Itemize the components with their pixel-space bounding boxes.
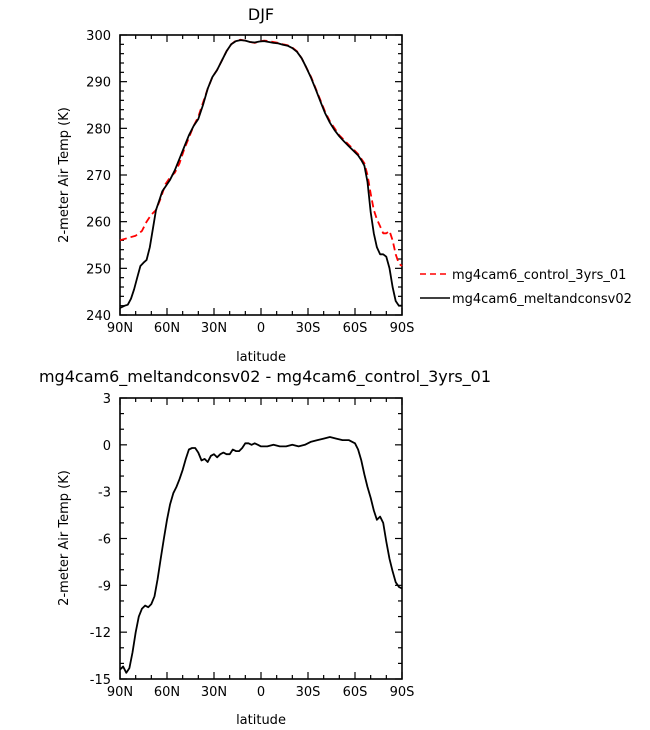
legend: mg4cam6_control_3yrs_01 mg4cam6_meltandc… xyxy=(420,268,632,307)
top-y-tick-label: 240 xyxy=(86,309,111,324)
top-y-tick-label: 300 xyxy=(86,29,111,44)
top-panel: DJF latitude 2-meter Air Temp (K) 90N 60N… xyxy=(57,5,632,365)
bottom-y-tick-label: 3 xyxy=(103,392,111,407)
bottom-y-axis-label: 2-meter Air Temp (K) xyxy=(57,470,72,606)
bottom-x-tick-label: 90N xyxy=(107,685,133,700)
bottom-y-tick-label: -6 xyxy=(98,533,111,548)
top-x-tick-label: 30S xyxy=(296,321,321,336)
top-x-tick-label: 60S xyxy=(343,321,368,336)
bottom-series-line-0 xyxy=(119,436,403,674)
bottom-panel: mg4cam6_meltandconsv02 - mg4cam6_control… xyxy=(39,367,491,728)
legend-label-meltandconsv: mg4cam6_meltandconsv02 xyxy=(452,292,632,307)
top-chart-title: DJF xyxy=(248,5,274,24)
top-y-tick-label: 280 xyxy=(86,122,111,137)
bottom-chart-title: mg4cam6_meltandconsv02 - mg4cam6_control… xyxy=(39,367,491,387)
top-y-tick-label: 290 xyxy=(86,76,111,91)
top-y-tick-label: 250 xyxy=(86,262,111,277)
bottom-plot-area: 90N 60N 30N 0 30S 60S 90S -15 -12 -9 -6 -3 0 3 xyxy=(90,392,415,700)
top-y-tick-label: 260 xyxy=(86,216,111,231)
top-x-tick-label: 60N xyxy=(154,321,180,336)
bottom-y-tick-label: -12 xyxy=(90,626,111,641)
bottom-x-tick-label: 90S xyxy=(390,685,415,700)
top-series-line-1 xyxy=(119,39,402,309)
bottom-x-tick-label: 0 xyxy=(257,685,265,700)
bottom-x-tick-label: 30S xyxy=(296,685,321,700)
bottom-y-tick-label: -3 xyxy=(98,486,111,501)
bottom-plot-frame xyxy=(119,397,403,680)
bottom-x-tick-label: 60S xyxy=(343,685,368,700)
top-y-tick-label: 270 xyxy=(86,169,111,184)
top-y-axis-label: 2-meter Air Temp (K) xyxy=(57,107,72,243)
bottom-x-tick-label: 60N xyxy=(154,685,180,700)
top-x-tick-label: 30N xyxy=(201,321,227,336)
top-x-tick-label: 90S xyxy=(390,321,415,336)
bottom-y-tick-label: -15 xyxy=(90,673,111,688)
top-plot-area: 90N 60N 30N 0 30S 60S 90S 240 250 260 270 280 290 300 xyxy=(86,29,414,336)
top-plot-frame xyxy=(119,34,403,316)
bottom-x-tick-label: 30N xyxy=(201,685,227,700)
legend-label-control: mg4cam6_control_3yrs_01 xyxy=(452,268,626,283)
bottom-x-axis-label: latitude xyxy=(236,713,286,728)
top-series-line-0 xyxy=(119,38,403,267)
top-x-tick-label: 90N xyxy=(107,321,133,336)
top-x-axis-label: latitude xyxy=(236,350,286,365)
bottom-y-tick-label: 0 xyxy=(103,439,111,454)
bottom-y-tick-label: -9 xyxy=(98,579,111,594)
top-x-tick-label: 0 xyxy=(257,321,265,336)
